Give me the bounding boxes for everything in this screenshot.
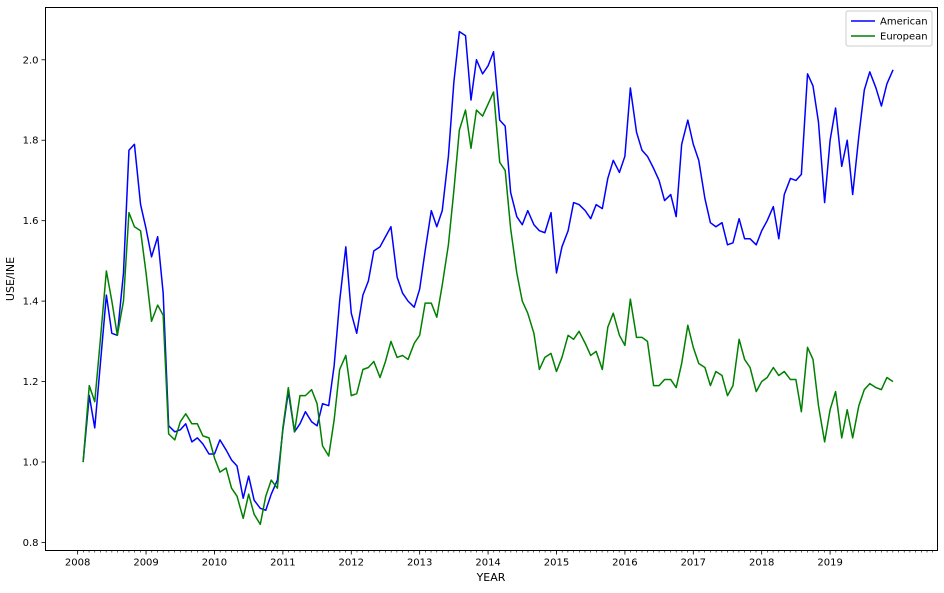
legend-box [845,10,933,47]
y-tick-label: 1.8 [23,136,39,147]
series-layer [82,30,894,526]
x-tick-label: 2017 [681,558,706,569]
x-tick-label: 2012 [339,558,364,569]
series-line-american [82,30,894,512]
legend-label-european: European [880,32,928,43]
x-tick-label: 2008 [65,558,90,569]
series-line-european [82,91,894,526]
y-tick-label: 1.0 [23,458,39,469]
y-tick-label: 2.0 [23,55,39,66]
x-tick-label: 2013 [407,558,432,569]
x-tick-label: 2018 [749,558,774,569]
x-axis-ticks: 2008 2009 2010 2011 2012 2013 2014 2015 2016 2017… [65,550,843,569]
y-tick-label: 1.4 [23,297,39,308]
plot-frame [45,7,938,551]
y-tick-label: 1.2 [23,377,39,388]
x-tick-label: 2015 [544,558,569,569]
x-tick-label: 2016 [612,558,637,569]
x-axis-label: YEAR [476,571,506,584]
y-axis-ticks: 0.8 1.0 1.2 1.4 1.6 1.8 2.0 [23,55,46,549]
x-tick-label: 2014 [475,558,500,569]
y-tick-label: 0.8 [23,538,39,549]
y-axis-label: USE/INE [4,257,17,301]
x-tick-label: 2009 [133,558,158,569]
x-tick-label: 2011 [270,558,295,569]
legend-label-american: American [880,17,928,28]
y-tick-label: 1.6 [23,216,39,227]
x-tick-label: 2019 [817,558,842,569]
x-tick-label: 2010 [202,558,227,569]
legend: American European [845,10,933,47]
